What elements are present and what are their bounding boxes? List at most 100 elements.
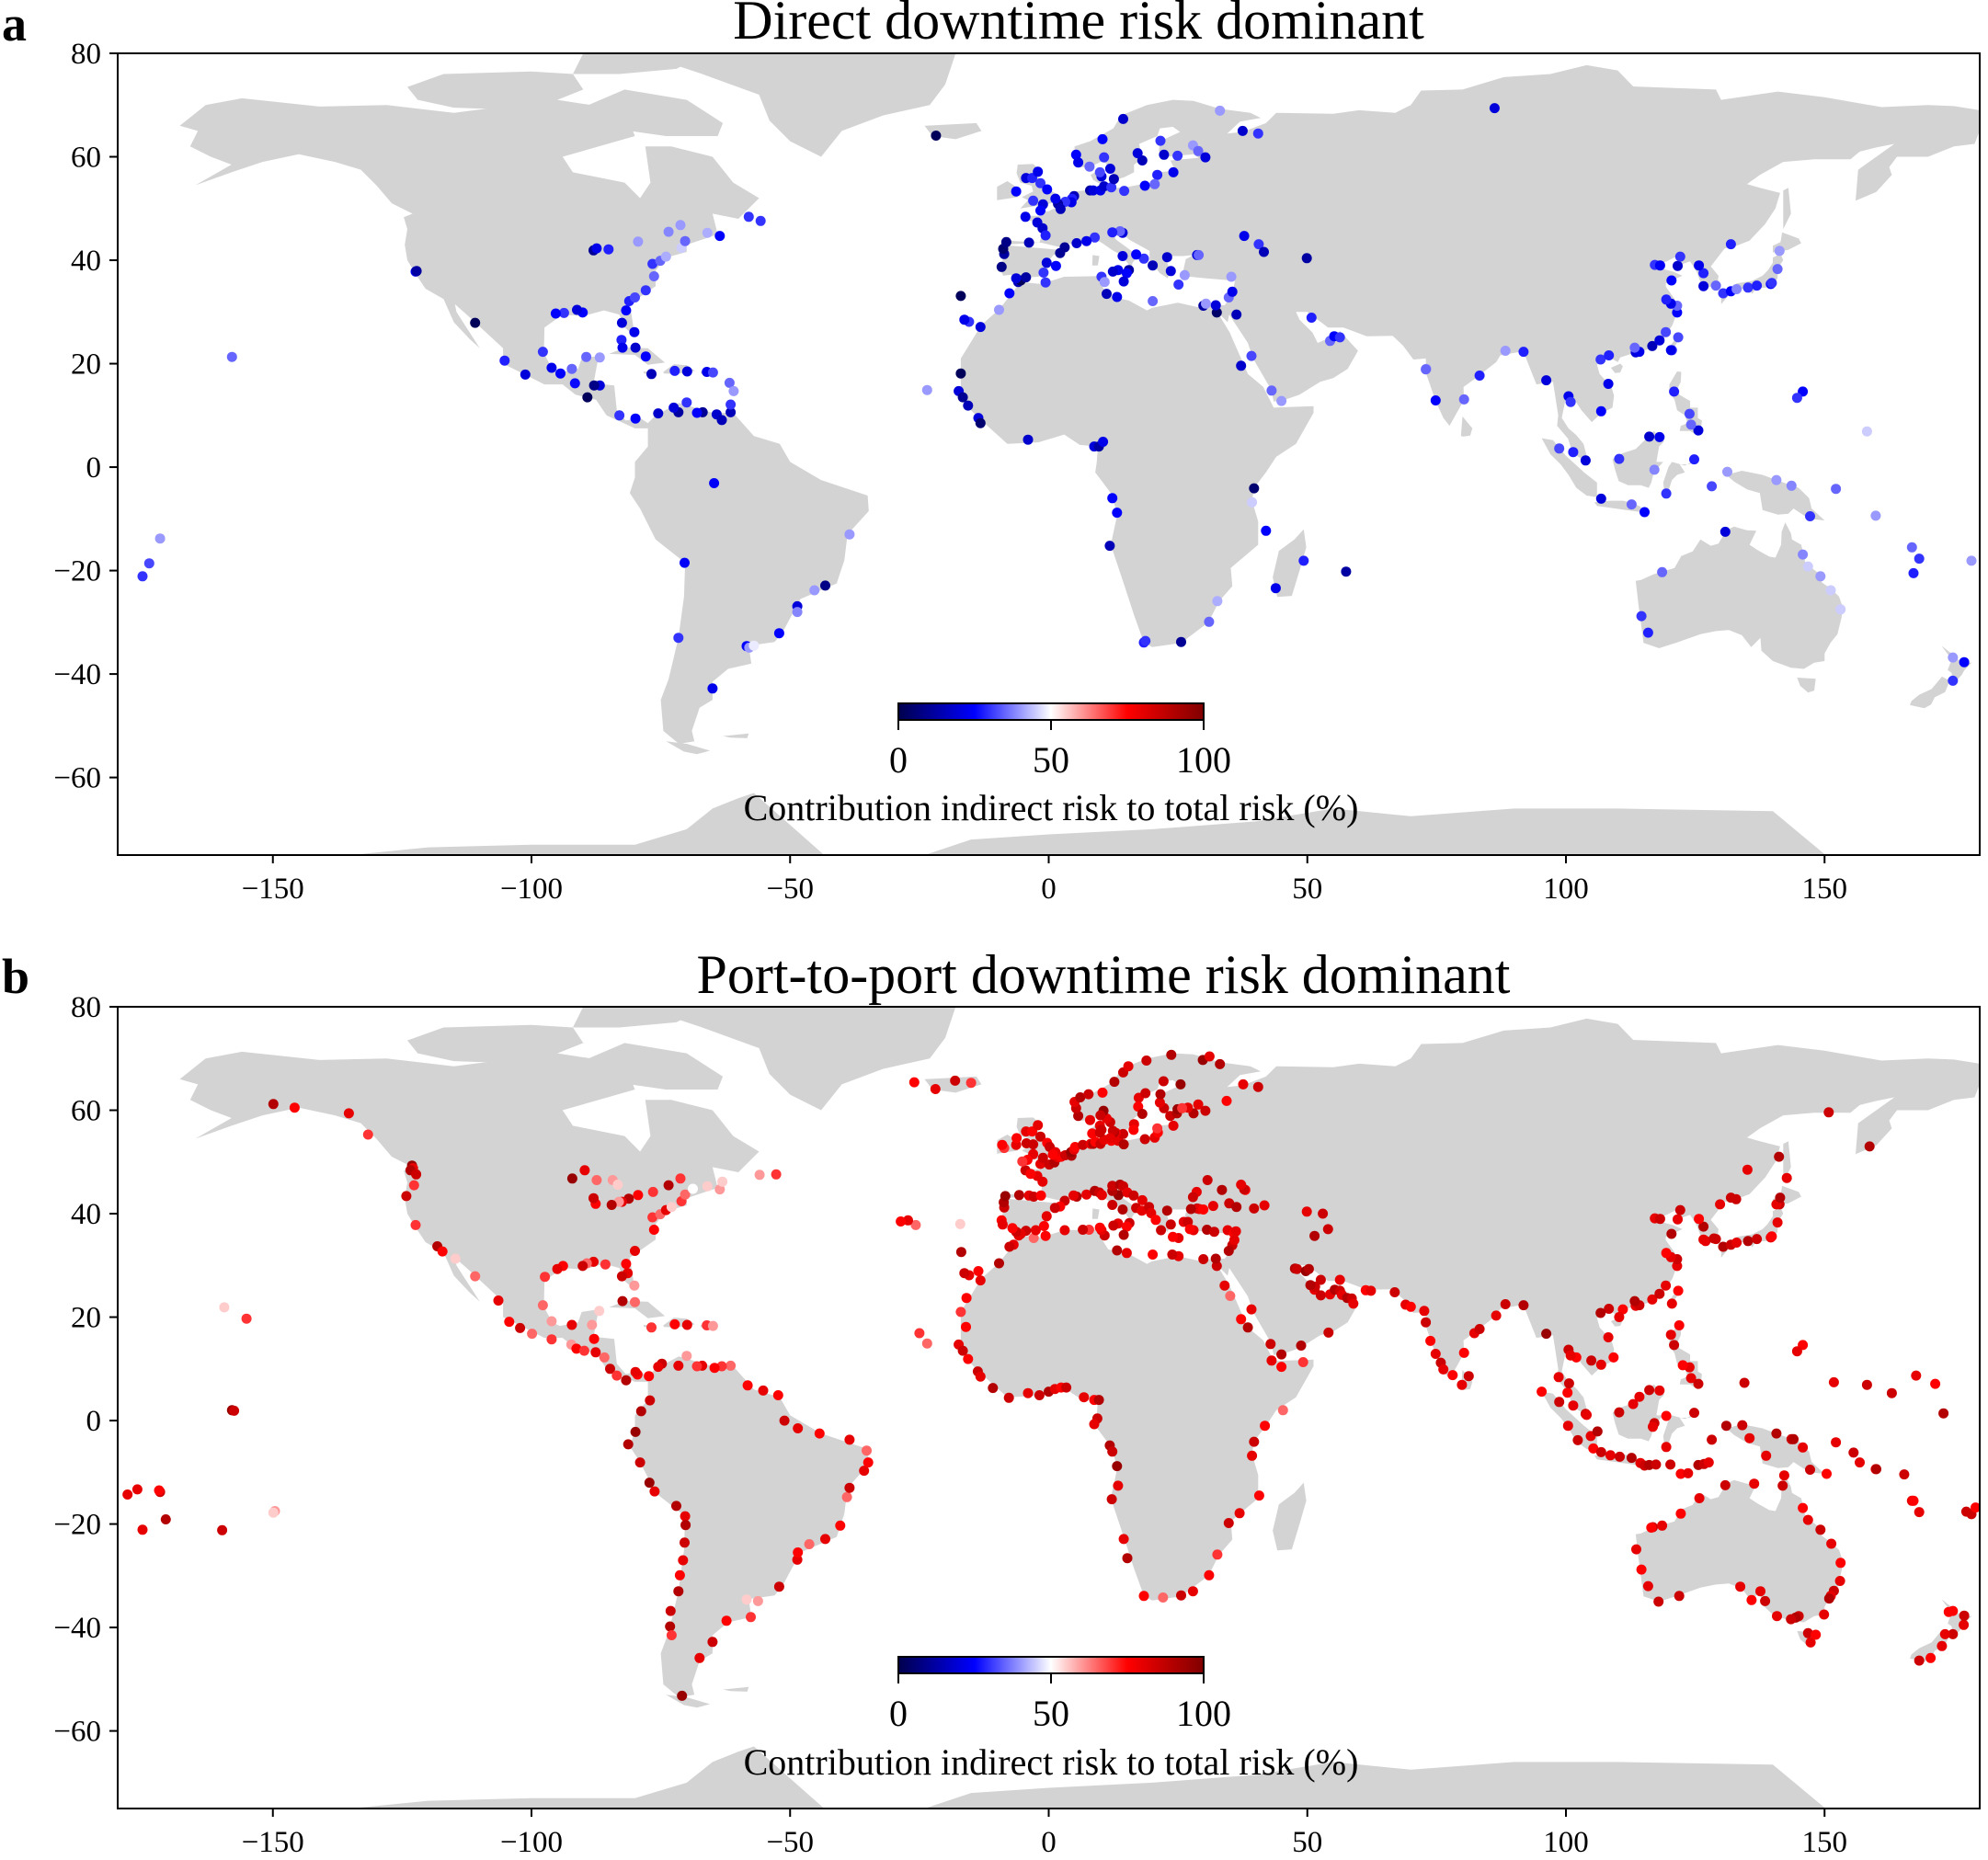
port-marker [1150,1215,1161,1226]
port-marker [1112,291,1123,302]
port-marker [1948,675,1959,686]
port-marker [1156,1225,1167,1236]
port-marker [1107,227,1118,238]
port-marker [623,1439,634,1450]
port-marker [1035,177,1045,188]
port-marker [1823,1107,1834,1118]
port-marker [635,1406,646,1417]
port-marker [1735,1581,1746,1592]
port-marker [1781,1172,1792,1183]
port-marker [726,399,737,410]
port-marker [1137,1109,1148,1119]
y-tick-label: 0 [86,1405,102,1438]
port-marker [645,1395,656,1406]
port-marker [410,1219,421,1230]
port-marker [955,291,966,302]
port-marker [820,580,830,591]
port-marker [1139,180,1150,191]
port-marker [527,1329,538,1340]
port-marker [1000,1191,1011,1202]
port-marker [996,261,1007,272]
port-marker [1177,1102,1188,1113]
port-marker [714,1184,726,1195]
port-marker [1042,184,1053,195]
colorbar-tick-label-100-b: 100 [1176,1693,1231,1734]
port-marker [1805,1465,1815,1475]
port-marker [1831,1437,1842,1448]
port-marker [520,369,531,380]
port-marker [680,1511,691,1522]
port-marker [1073,157,1084,168]
port-marker [606,1200,617,1210]
port-marker [582,392,593,403]
port-marker [1871,1464,1881,1475]
port-marker [1011,273,1022,284]
port-marker [1071,238,1082,248]
port-marker [773,1581,784,1592]
port-marker [665,1621,676,1632]
port-marker [702,1181,713,1192]
port-marker [1541,375,1552,386]
port-marker [1474,1324,1485,1334]
port-marker [411,266,422,277]
port-marker [1722,466,1732,477]
port-marker [143,558,154,569]
port-marker [217,1524,228,1535]
port-marker [1078,1139,1089,1150]
port-marker [1777,1480,1788,1491]
port-marker [1121,1248,1132,1259]
port-marker [779,1415,790,1426]
port-marker [673,1586,684,1597]
port-marker [1518,1300,1529,1311]
port-marker [1132,148,1143,159]
port-marker [921,384,932,395]
port-marker [1631,1544,1641,1555]
colorbar-bar-b [897,1656,1205,1674]
port-marker [630,1366,641,1377]
landmass [670,53,956,157]
port-marker [1090,232,1101,243]
port-marker [588,1333,600,1344]
port-marker [1230,1226,1241,1237]
port-marker [591,243,602,254]
port-marker [1081,1189,1092,1200]
port-marker [1168,166,1179,177]
x-tick-label: −150 [242,873,304,906]
port-marker [1159,149,1170,160]
port-marker [644,1478,655,1489]
port-marker [1069,1142,1080,1152]
port-marker [678,1555,689,1566]
port-marker [1193,1099,1204,1110]
port-marker [1673,332,1684,343]
port-marker [694,1652,705,1663]
port-marker [680,1189,691,1200]
port-marker [862,1445,872,1456]
x-tick-label: 50 [1292,873,1322,906]
port-marker [644,1371,655,1382]
port-marker [1266,1355,1277,1366]
port-marker [1772,1217,1783,1228]
port-marker [1148,1250,1159,1260]
port-marker [1246,350,1257,361]
port-marker [1106,1494,1117,1505]
port-marker [1204,1569,1215,1580]
port-marker [1236,360,1247,371]
port-marker [754,1170,765,1181]
port-marker [1634,1391,1645,1402]
port-marker [540,1272,551,1283]
port-marker [758,1385,769,1396]
port-marker [1775,1192,1786,1204]
port-marker [669,365,680,376]
port-marker [1870,510,1881,521]
port-marker [1739,1377,1750,1388]
landmass [350,1746,1826,1809]
panel-b: b Port-to-port downtime risk dominant −1… [2,944,1981,1859]
landmass [179,97,869,744]
port-marker [975,1275,986,1286]
port-marker [673,1360,684,1371]
port-marker [621,305,632,316]
port-marker [1419,1306,1430,1317]
port-marker [955,1247,966,1258]
port-marker [1000,236,1011,247]
port-marker [1563,1378,1574,1389]
